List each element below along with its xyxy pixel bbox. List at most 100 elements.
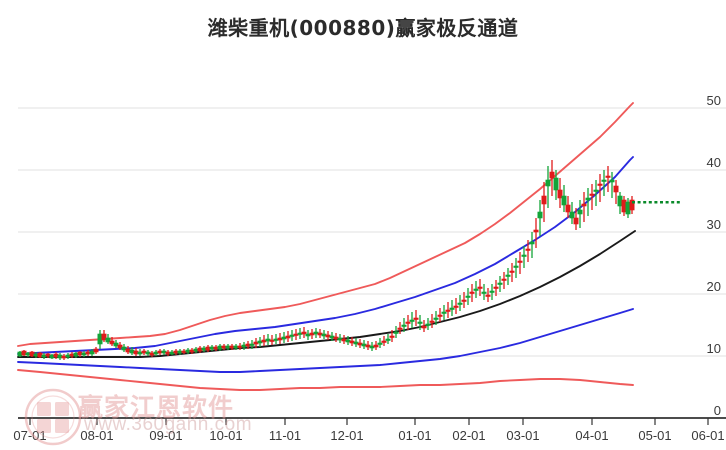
candle-body [529,241,535,245]
candle-body [385,338,391,341]
band-inner_upper_blue_band [17,156,634,355]
candle-body [429,320,435,323]
x-tick-label-01-01: 01-01 [398,428,432,443]
candle-body [533,229,539,233]
candle-body [421,325,427,329]
candle-body [489,290,495,293]
y-tick-label-50: 50 [706,93,721,108]
candle-body [581,203,587,207]
candle-body [541,195,547,205]
candle-body [537,211,543,219]
gridlines [18,107,726,419]
channel-band-lines [17,102,636,391]
y-tick-label-20: 20 [706,279,721,294]
candle-body [601,179,607,182]
y-tick-label-40: 40 [706,155,721,170]
candle-body [465,295,471,298]
y-tick-label-0: 0 [713,403,721,418]
candle-body [109,340,115,345]
candle-body [381,340,387,343]
band-midline_black [17,230,636,358]
x-tick-label-05-01: 05-01 [638,428,672,443]
candle-body [585,197,591,201]
candle-body [445,309,451,312]
candle-body [605,175,611,178]
x-tick-label-07-01: 07-01 [13,428,47,443]
candle-body [589,193,595,196]
candle-body [629,199,635,211]
candle-body [93,348,99,353]
candle-body [573,217,579,225]
axis-lines [18,417,726,425]
x-tick-label-02-01: 02-01 [452,428,486,443]
band-lower_red_band [17,369,634,391]
x-tick-label-09-01: 09-01 [149,428,183,443]
candle-body [121,346,127,351]
candle-body [597,183,603,186]
candle-body [405,321,411,324]
candle-body [117,344,123,349]
page-title: 潍柴重机(000880)赢家极反通道 [207,16,519,40]
x-tick-label-03-01: 03-01 [506,428,540,443]
band-inner_lower_blue_band [17,308,634,373]
candle-body [609,179,615,183]
x-tick-label-08-01: 08-01 [80,428,114,443]
candle-body [417,321,423,324]
candle-body [105,337,111,343]
y-tick-label-10: 10 [706,341,721,356]
x-tick-label-10-01: 10-01 [209,428,243,443]
candle-body [449,307,455,310]
candle-body [577,209,583,215]
candle-body [377,342,383,345]
candle-body [469,291,475,294]
candle-body [569,211,575,219]
candle-body [249,343,255,346]
candle-body [461,299,467,302]
candle-body [521,254,527,257]
candle-body [613,185,619,193]
candle-body [433,317,439,320]
candle-body [409,319,415,322]
candle-body [549,171,555,179]
candle-body [485,294,491,297]
candle-body [401,324,407,327]
band-upper_red_band [17,102,634,347]
candle-body [101,333,107,341]
candle-body [525,248,531,251]
candle-body [481,291,487,294]
candle-body [473,288,479,291]
candle-body [393,331,399,334]
candlestick-series [17,160,635,360]
candle-body [437,314,443,317]
candle-body [441,311,447,314]
candle-body [389,335,395,338]
candle-body [557,189,563,199]
candle-body [501,278,507,281]
candle-body [545,179,551,187]
candle-body [373,344,379,348]
x-tick-label-12-01: 12-01 [330,428,364,443]
candle-body [565,204,571,213]
candle-body [453,305,459,308]
candle-body [517,260,523,263]
candle-body [477,286,483,289]
candle-body [493,286,499,289]
x-tick-label-11-01: 11-01 [268,428,302,443]
candle-body [425,323,431,326]
y-tick-label-30: 30 [706,217,721,232]
candle-body [457,302,463,305]
candle-body [497,282,503,285]
candle-body [301,331,307,335]
candle-body [593,189,599,192]
x-tick-label-04-01: 04-01 [575,428,609,443]
candle-body [509,270,515,273]
candle-body [513,265,519,268]
candle-body [397,327,403,330]
candle-body [561,195,567,206]
candle-body [113,342,119,347]
x-tick-label-06-01: 06-01 [691,428,725,443]
candle-body [89,350,95,355]
candle-body [505,274,511,277]
